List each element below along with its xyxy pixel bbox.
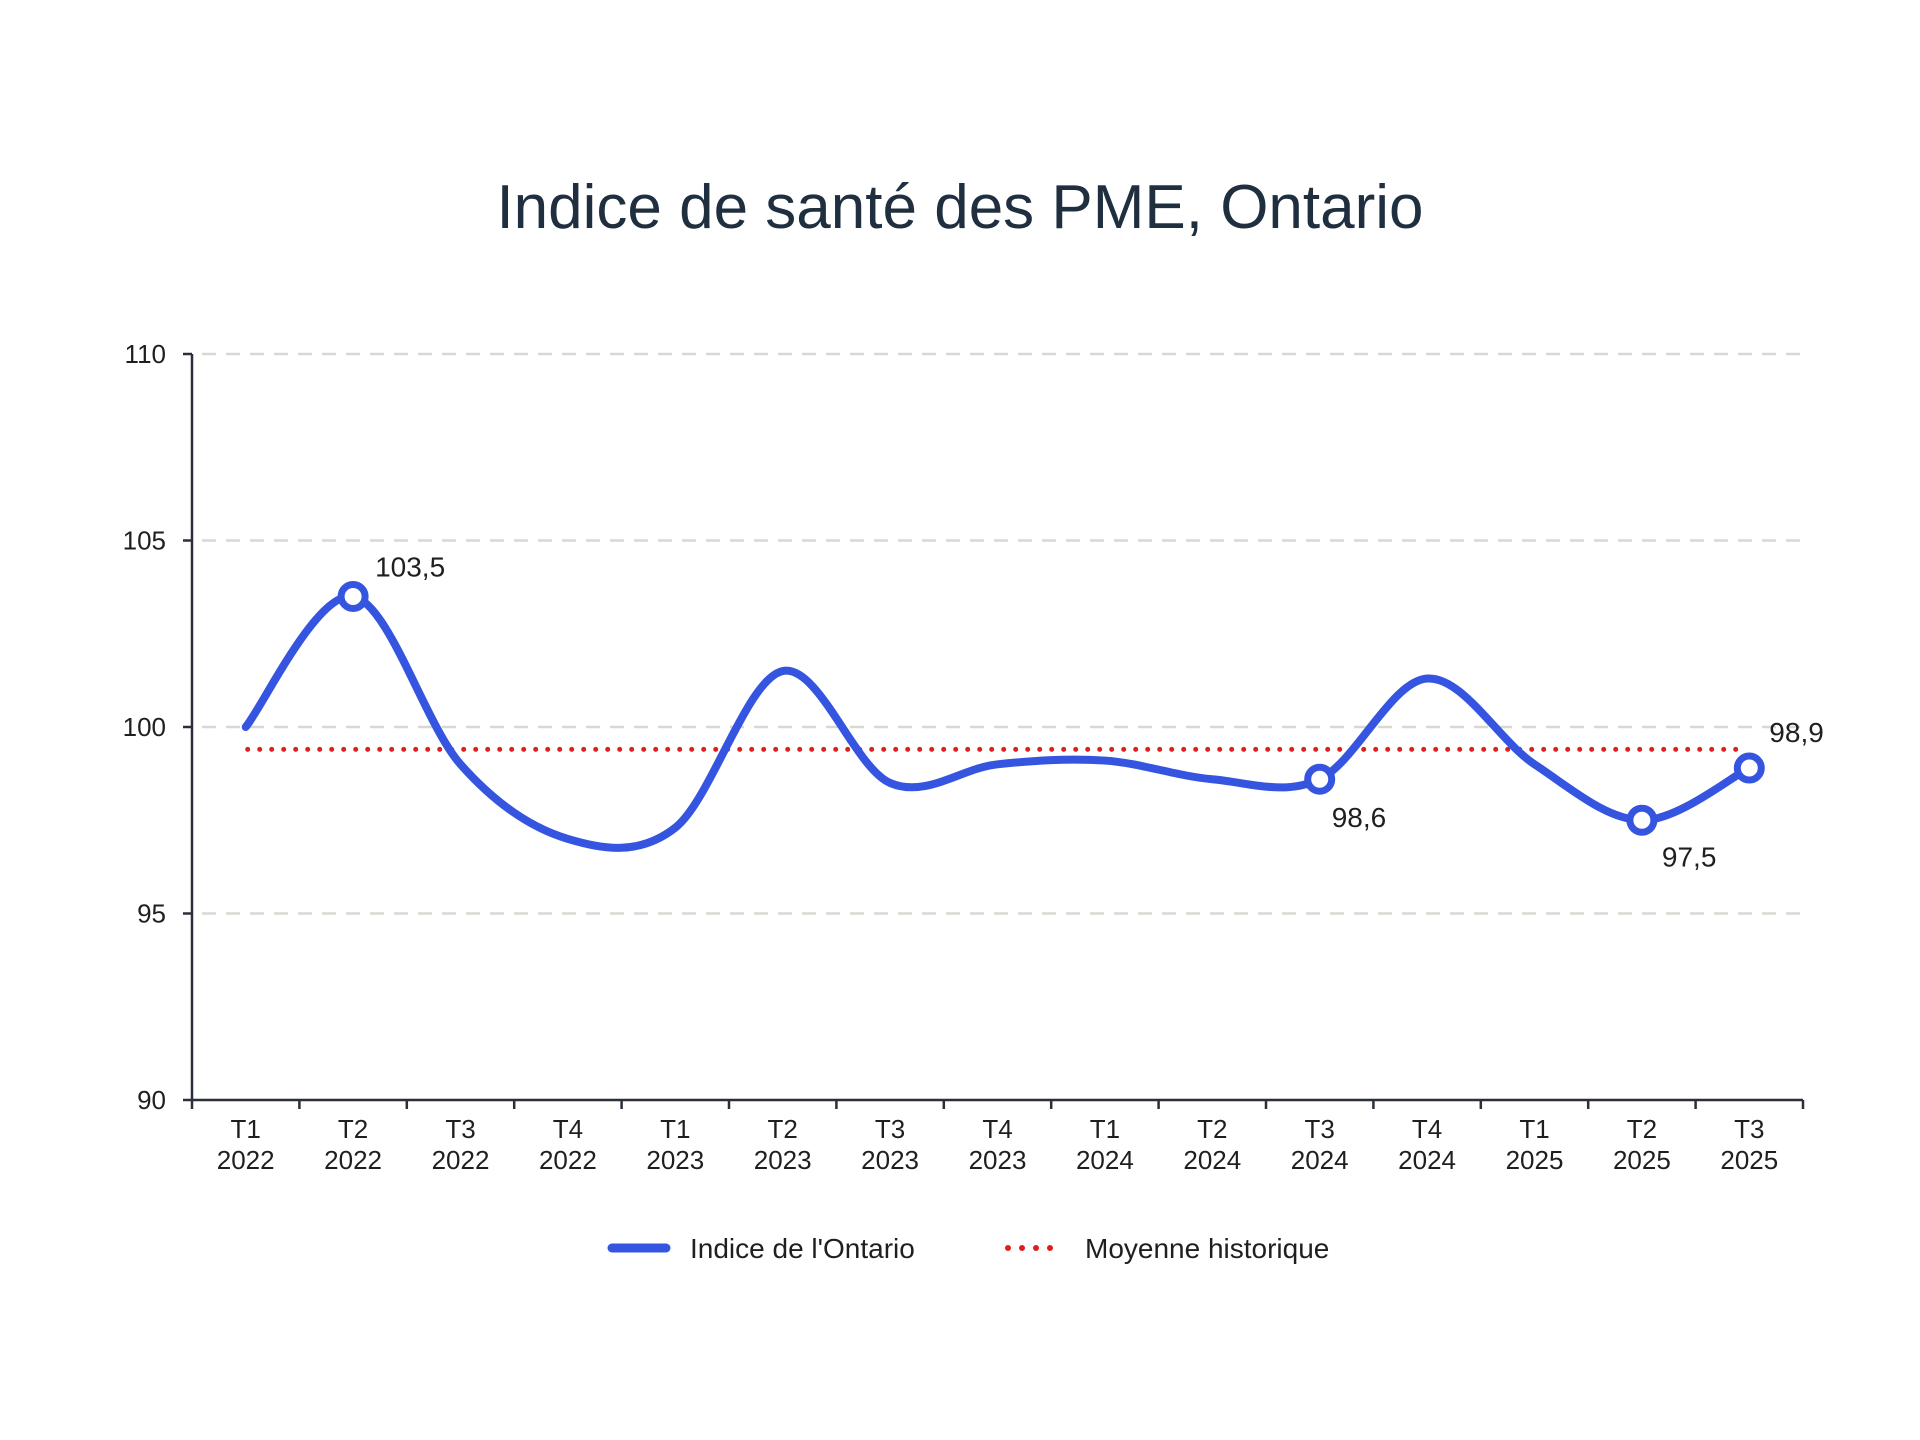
x-tick-label-year: 2023 [969,1145,1027,1175]
x-tick-label-year: 2025 [1506,1145,1564,1175]
x-tick-label-quarter: T3 [445,1114,475,1144]
data-label: 98,6 [1332,802,1387,833]
x-tick-label-year: 2023 [754,1145,812,1175]
y-tick-label: 95 [137,899,166,929]
x-tick-label-quarter: T1 [660,1114,690,1144]
x-tick-label-year: 2022 [432,1145,490,1175]
series-line-ontario [241,592,1754,852]
x-tick-label-quarter: T1 [1519,1114,1549,1144]
chart-title: Indice de santé des PME, Ontario [496,173,1423,242]
y-tick-label: 100 [123,712,166,742]
x-tick-label-year: 2023 [646,1145,704,1175]
x-tick-label-year: 2024 [1183,1145,1241,1175]
y-axis-ticks: 90 95 100 105 110 [123,339,192,1115]
x-tick-label-year: 2024 [1076,1145,1134,1175]
legend: Indice de l'Ontario Moyenne historique [607,1233,1329,1264]
x-tick-label-quarter: T4 [1412,1114,1442,1144]
series-layer [241,580,1765,852]
legend-label-ontario: Indice de l'Ontario [690,1233,915,1264]
data-point-marker [1626,804,1658,836]
x-tick-label-quarter: T2 [1197,1114,1227,1144]
x-tick-label-quarter: T3 [1305,1114,1335,1144]
data-point-marker [1304,763,1336,795]
x-tick-label-year: 2022 [217,1145,275,1175]
legend-label-historical-average: Moyenne historique [1085,1233,1329,1264]
y-tick-label: 105 [123,526,166,556]
y-tick-label: 90 [137,1085,166,1115]
x-tick-label-quarter: T4 [553,1114,583,1144]
data-point-marker [1733,752,1765,784]
x-tick-label-year: 2023 [861,1145,919,1175]
x-tick-label-quarter: T3 [1734,1114,1764,1144]
y-tick-label: 110 [125,339,166,369]
x-tick-label-quarter: T2 [768,1114,798,1144]
x-tick-label-quarter: T1 [231,1114,261,1144]
x-tick-label-year: 2024 [1398,1145,1456,1175]
x-tick-label-quarter: T3 [875,1114,905,1144]
data-point-marker [337,580,369,612]
x-tick-label-quarter: T4 [982,1114,1012,1144]
data-label: 97,5 [1662,841,1717,872]
x-tick-label-year: 2022 [324,1145,382,1175]
x-tick-label-quarter: T2 [1627,1114,1657,1144]
x-tick-label-year: 2025 [1720,1145,1778,1175]
gridlines [202,352,1800,915]
data-labels: 103,5 98,6 97,5 98,9 [375,551,1824,872]
data-label: 98,9 [1769,717,1824,748]
x-tick-label-year: 2024 [1291,1145,1349,1175]
x-tick-label-quarter: T1 [1090,1114,1120,1144]
x-tick-label-year: 2025 [1613,1145,1671,1175]
x-tick-label-quarter: T2 [338,1114,368,1144]
data-label: 103,5 [375,551,445,582]
x-tick-label-year: 2022 [539,1145,597,1175]
x-axis-ticks: T12022T22022T32022T42022T12023T22023T320… [190,1100,1805,1175]
